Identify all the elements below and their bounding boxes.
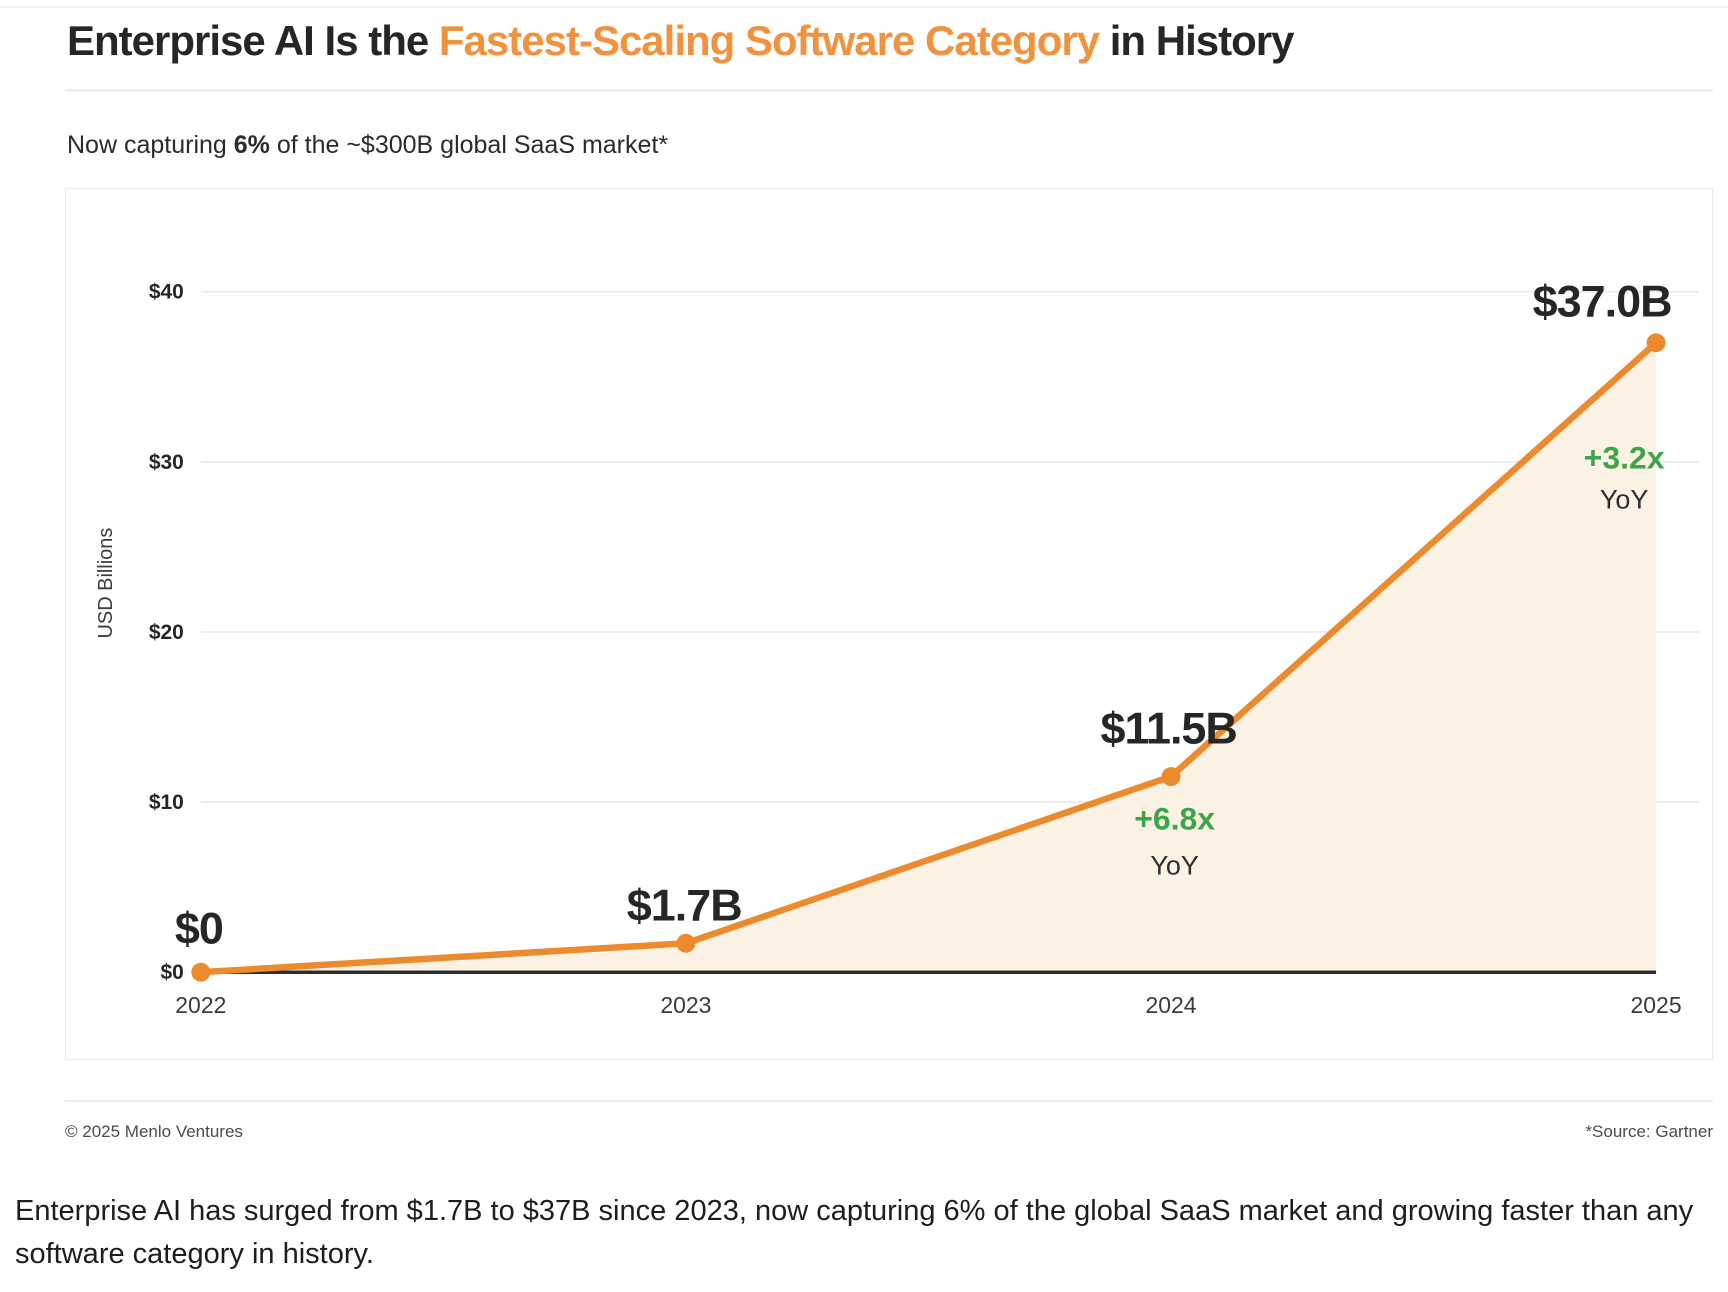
footer-separator — [65, 1100, 1713, 1102]
x-axis-tick-label: 2022 — [175, 992, 226, 1018]
chart-card: $0 $10 $20 $30 $40 USD Billions 2022 2023 2024 20… — [65, 188, 1713, 1060]
growth-multiplier-label: +3.2x — [1584, 439, 1665, 475]
y-axis-tick-label: $20 — [149, 621, 184, 644]
page-title-part1: Enterprise AI Is the — [67, 17, 439, 64]
data-point-label: $37.0B — [1533, 276, 1672, 327]
page-subtitle: Now capturing 6% of the ~$300B global Sa… — [67, 131, 668, 160]
data-point-dot — [191, 962, 211, 982]
yoy-label: YoY — [1600, 484, 1649, 514]
y-axis-tick-label: $30 — [149, 451, 184, 474]
y-axis-tick-label: $40 — [149, 281, 184, 304]
data-point-label: $11.5B — [1100, 703, 1236, 754]
chart-caption: Enterprise AI has surged from $1.7B to $… — [15, 1195, 1694, 1270]
growth-multiplier-label: +6.8x — [1134, 801, 1215, 837]
x-axis-tick-label: 2024 — [1145, 992, 1196, 1018]
area-fill — [200, 342, 1657, 973]
yoy-label: YoY — [1150, 850, 1199, 880]
copyright-text: © 2025 Menlo Ventures — [65, 1122, 243, 1141]
y-axis-title: USD Billions — [95, 528, 117, 639]
x-axis-tick-label: 2025 — [1631, 992, 1682, 1018]
data-point-label: $1.7B — [627, 879, 742, 930]
subtitle-prefix: Now capturing — [67, 131, 234, 159]
data-point-dot — [676, 933, 696, 953]
trend-line — [197, 339, 1660, 976]
data-point-dot — [1161, 767, 1181, 787]
page-title-part2: in History — [1099, 17, 1295, 64]
subtitle-percentage: 6% — [233, 131, 270, 159]
top-hairline — [0, 6, 1728, 8]
y-axis-tick-label: $0 — [161, 961, 184, 984]
y-axis-tick-label: $10 — [149, 791, 184, 814]
x-axis-tick-label: 2023 — [660, 992, 711, 1018]
data-point-dot — [1646, 333, 1666, 353]
data-point-label: $0 — [175, 902, 223, 953]
page-title: Enterprise AI Is the Fastest-Scaling Sof… — [67, 16, 1295, 66]
source-text: *Source: Gartner — [1585, 1122, 1713, 1141]
page-title-highlight: Fastest-Scaling Software Category — [438, 17, 1100, 64]
title-separator — [65, 89, 1713, 92]
line-chart: $0 $10 $20 $30 $40 USD Billions 2022 2023 2024 20… — [95, 276, 1700, 1018]
subtitle-suffix: of the ~$300B global SaaS market* — [269, 131, 669, 159]
